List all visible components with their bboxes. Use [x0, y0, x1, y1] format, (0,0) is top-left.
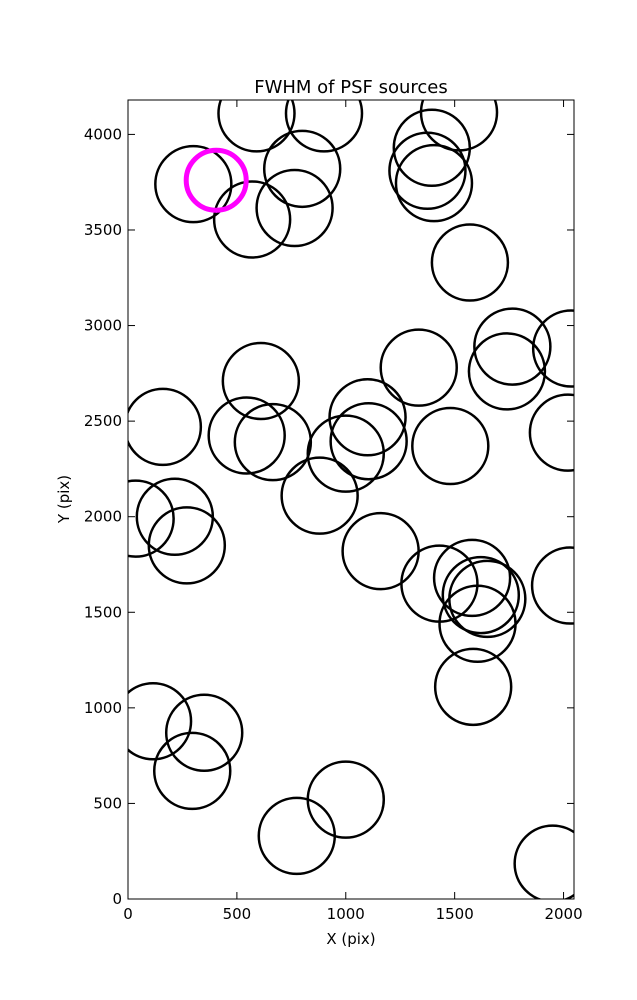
psf-source-marker [128, 387, 203, 467]
plot-frame [127, 99, 575, 900]
y-axis-label: Y (pix) [55, 475, 73, 524]
psf-source-marker [212, 180, 292, 259]
psf-source-marker [388, 131, 467, 210]
psf-source-marker [147, 506, 227, 585]
psf-source-marker [329, 401, 408, 481]
psf-source-marker [473, 307, 552, 386]
psf-source-marker [233, 402, 313, 482]
x-tick-label: 500 [223, 905, 252, 923]
psf-source-marker [128, 681, 193, 761]
psf-source-marker [430, 223, 510, 302]
psf-source-marker [411, 406, 490, 486]
x-tick-label: 0 [123, 905, 133, 923]
psf-source-marker [341, 511, 420, 591]
psf-source-marker [306, 414, 386, 493]
psf-source-marker [164, 693, 244, 772]
x-axis-label: X (pix) [326, 930, 375, 948]
psf-source-marker [280, 456, 359, 535]
y-tick-label: 4000 [84, 125, 122, 143]
psf-source-marker [441, 555, 521, 635]
psf-source-marker [530, 546, 574, 625]
psf-source-marker [257, 796, 337, 876]
psf-source-marker [328, 378, 407, 457]
y-tick-label: 1500 [84, 603, 122, 621]
psf-source-marker [467, 332, 547, 411]
x-tick-label: 2000 [544, 905, 582, 923]
chart-title: FWHM of PSF sources [254, 77, 448, 98]
y-tick-label: 2500 [84, 412, 122, 430]
psf-source-marker [306, 760, 386, 839]
psf-source-marker [262, 129, 342, 209]
psf-source-marker [217, 100, 296, 153]
psf-source-marker [433, 647, 513, 727]
psf-source-marker [154, 144, 233, 224]
x-tick-label: 1500 [436, 905, 474, 923]
y-tick-label: 1000 [84, 699, 122, 717]
y-tick-label: 2000 [84, 508, 122, 526]
marker-layer [128, 100, 574, 899]
psf-source-marker [528, 393, 574, 472]
psf-source-marker [221, 341, 301, 421]
y-tick-label: 500 [93, 794, 122, 812]
psf-source-marker [432, 538, 512, 618]
psf-source-marker [379, 328, 458, 407]
psf-source-marker [152, 731, 232, 811]
psf-source-marker [448, 559, 527, 639]
psf-source-marker [394, 143, 474, 223]
psf-source-marker [438, 584, 517, 663]
psf-source-marker [513, 824, 574, 899]
x-tick-label: 1000 [327, 905, 365, 923]
y-tick-label: 0 [112, 890, 122, 908]
highlighted-psf-source-marker [183, 147, 249, 213]
psf-source-marker [284, 100, 364, 153]
tick-layer: 0 500 1000 1500 2000 0 500 1000 1500 2000 2500 3000… [84, 100, 583, 923]
psf-source-marker [207, 396, 286, 475]
psf-source-marker [255, 168, 334, 248]
psf-source-marker [392, 108, 472, 188]
y-tick-label: 3000 [84, 317, 122, 335]
psf-source-marker [128, 479, 175, 558]
psf-source-marker [531, 309, 574, 388]
y-tick-label: 3500 [84, 221, 122, 239]
